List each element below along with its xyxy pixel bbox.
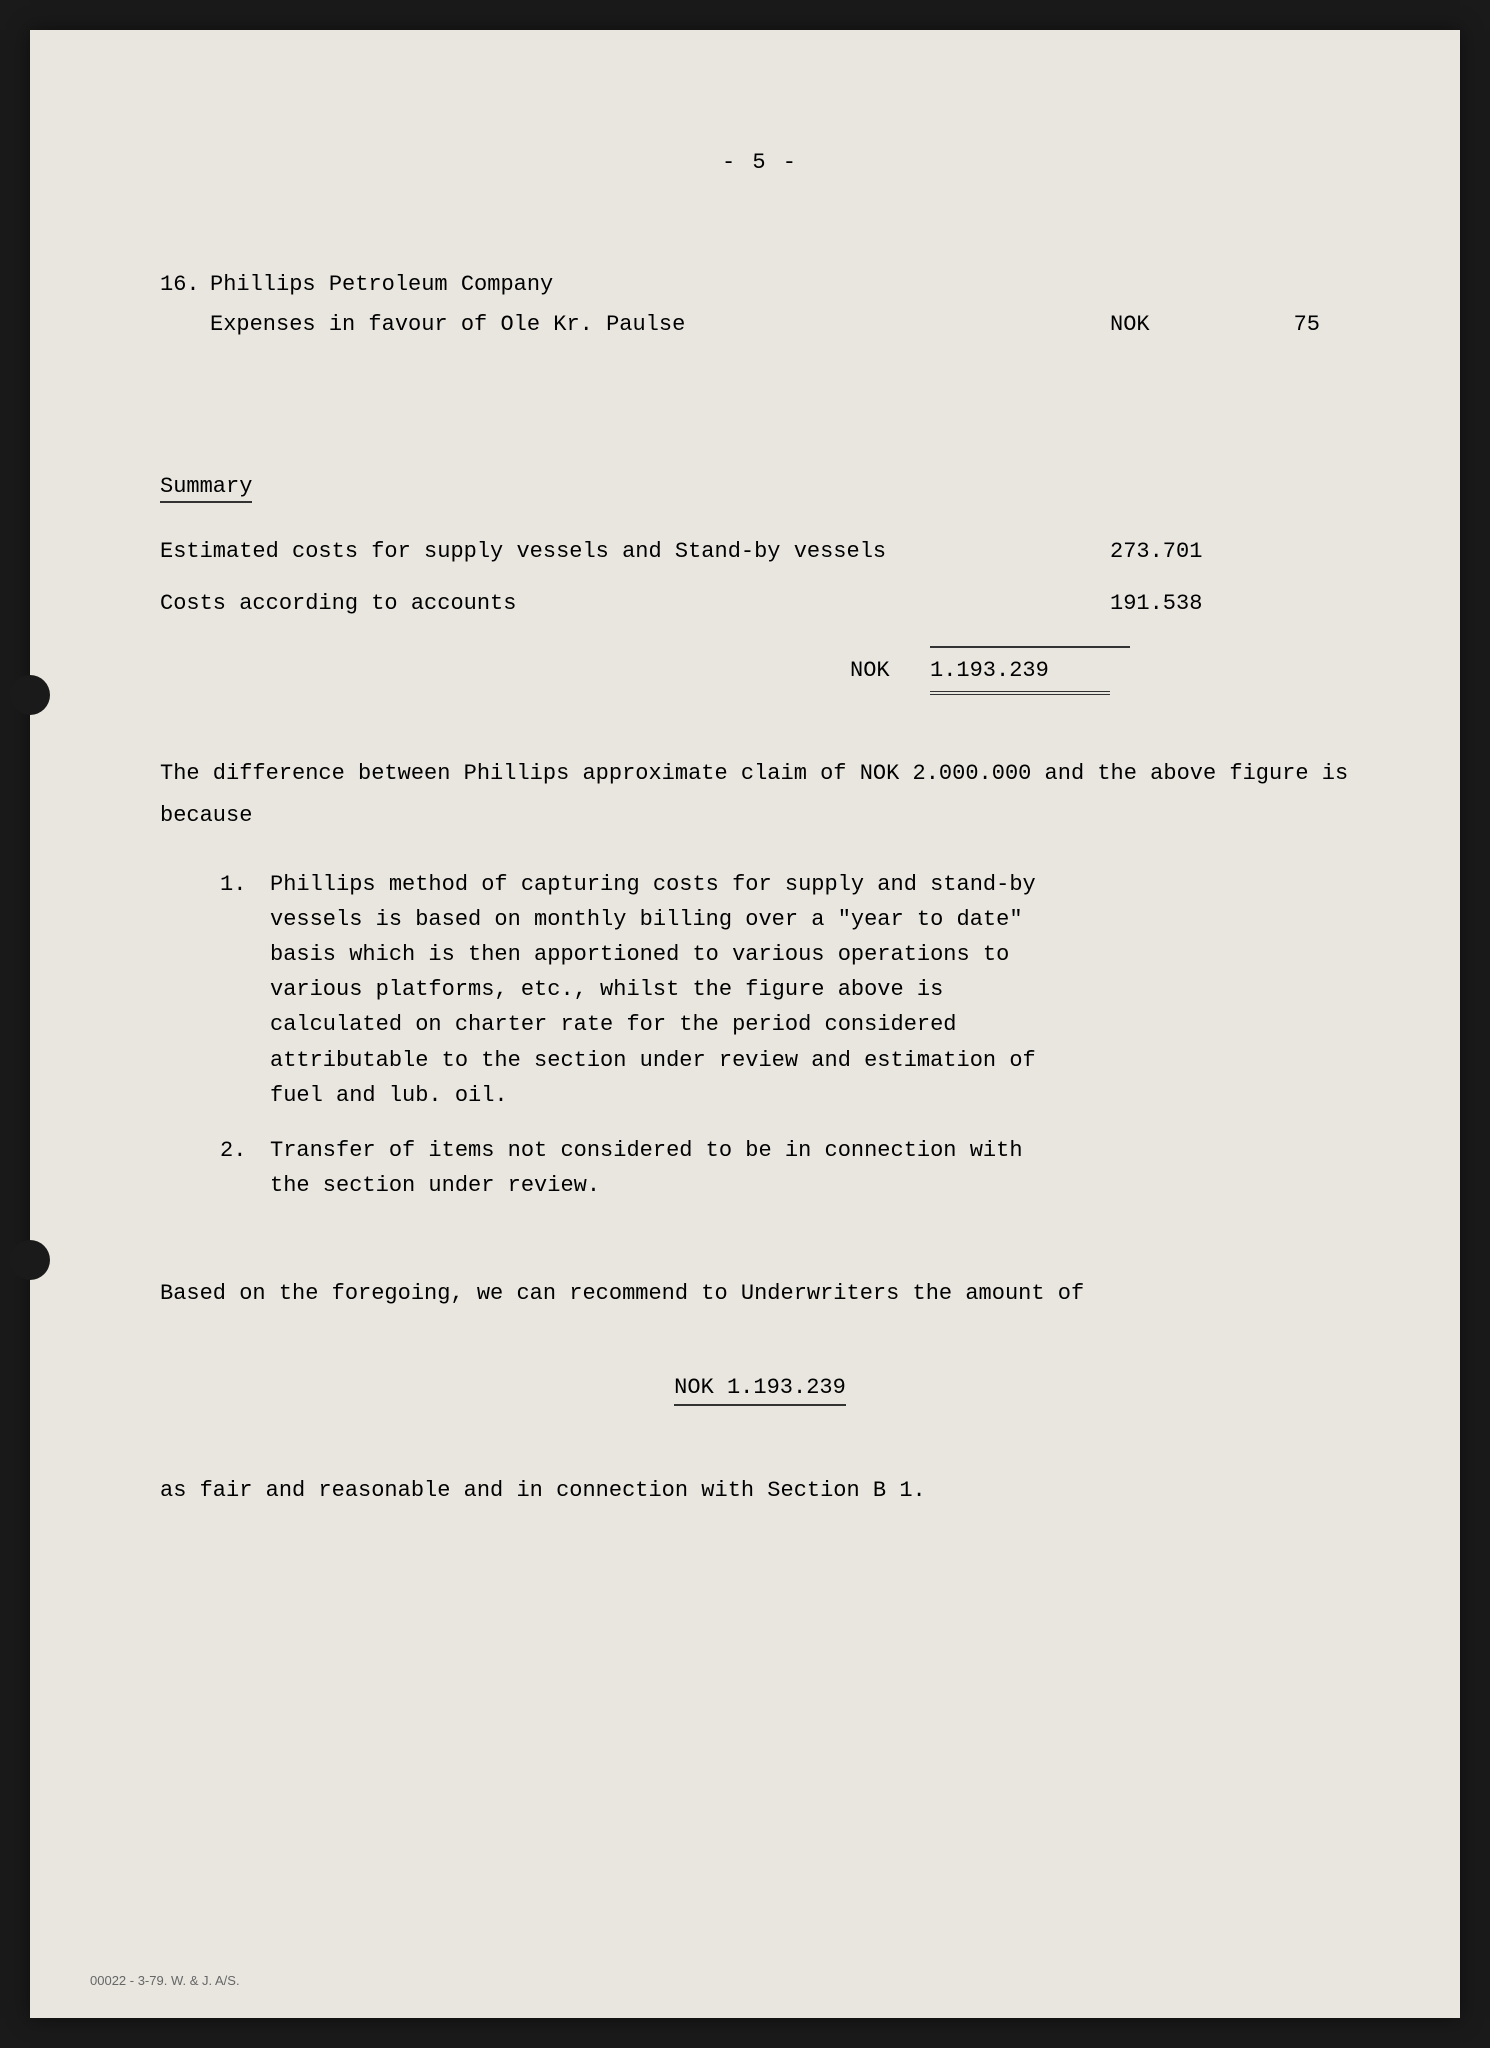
item-number: 16. — [160, 265, 210, 305]
footer-code: 00022 - 3-79. W. & J. A/S. — [90, 1973, 240, 1988]
explanation-text: The difference between Phillips approxim… — [160, 753, 1360, 837]
item-amount: 75 — [1210, 305, 1360, 345]
reason-number: 2. — [220, 1133, 270, 1203]
page-number: - 5 - — [160, 150, 1360, 175]
total-currency: NOK — [850, 646, 930, 683]
punch-hole — [10, 675, 50, 715]
reason-item: 1. Phillips method of capturing costs fo… — [220, 867, 1360, 1113]
total-amount: 1.193.239 — [930, 646, 1130, 683]
reason-item: 2. Transfer of items not considered to b… — [220, 1133, 1360, 1203]
reason-text: Transfer of items not considered to be i… — [270, 1133, 1360, 1203]
final-amount: NOK 1.193.239 — [160, 1375, 1360, 1400]
reason-text: Phillips method of capturing costs for s… — [270, 867, 1360, 1113]
summary-total-row: NOK 1.193.239 — [160, 646, 1360, 683]
line-item-16: 16. Phillips Petroleum Company Expenses … — [160, 265, 1360, 344]
reasons-list: 1. Phillips method of capturing costs fo… — [220, 867, 1360, 1204]
item-company: Phillips Petroleum Company — [210, 265, 1360, 305]
summary-row-amount: 273.701 — [1110, 533, 1360, 570]
recommendation-text: Based on the foregoing, we can recommend… — [160, 1273, 1360, 1315]
summary-section: Summary Estimated costs for supply vesse… — [160, 474, 1360, 683]
summary-row-label: Costs according to accounts — [160, 585, 1110, 622]
closing-text: as fair and reasonable and in connection… — [160, 1470, 1360, 1512]
summary-heading: Summary — [160, 474, 252, 503]
summary-row-amount: 191.538 — [1110, 585, 1360, 622]
reason-number: 1. — [220, 867, 270, 1113]
punch-hole — [10, 1240, 50, 1280]
summary-row-label: Estimated costs for supply vessels and S… — [160, 533, 1110, 570]
document-page: - 5 - 16. Phillips Petroleum Company Exp… — [30, 30, 1460, 2018]
item-currency: NOK — [1110, 305, 1210, 345]
item-description: Expenses in favour of Ole Kr. Paulse — [210, 305, 1110, 345]
